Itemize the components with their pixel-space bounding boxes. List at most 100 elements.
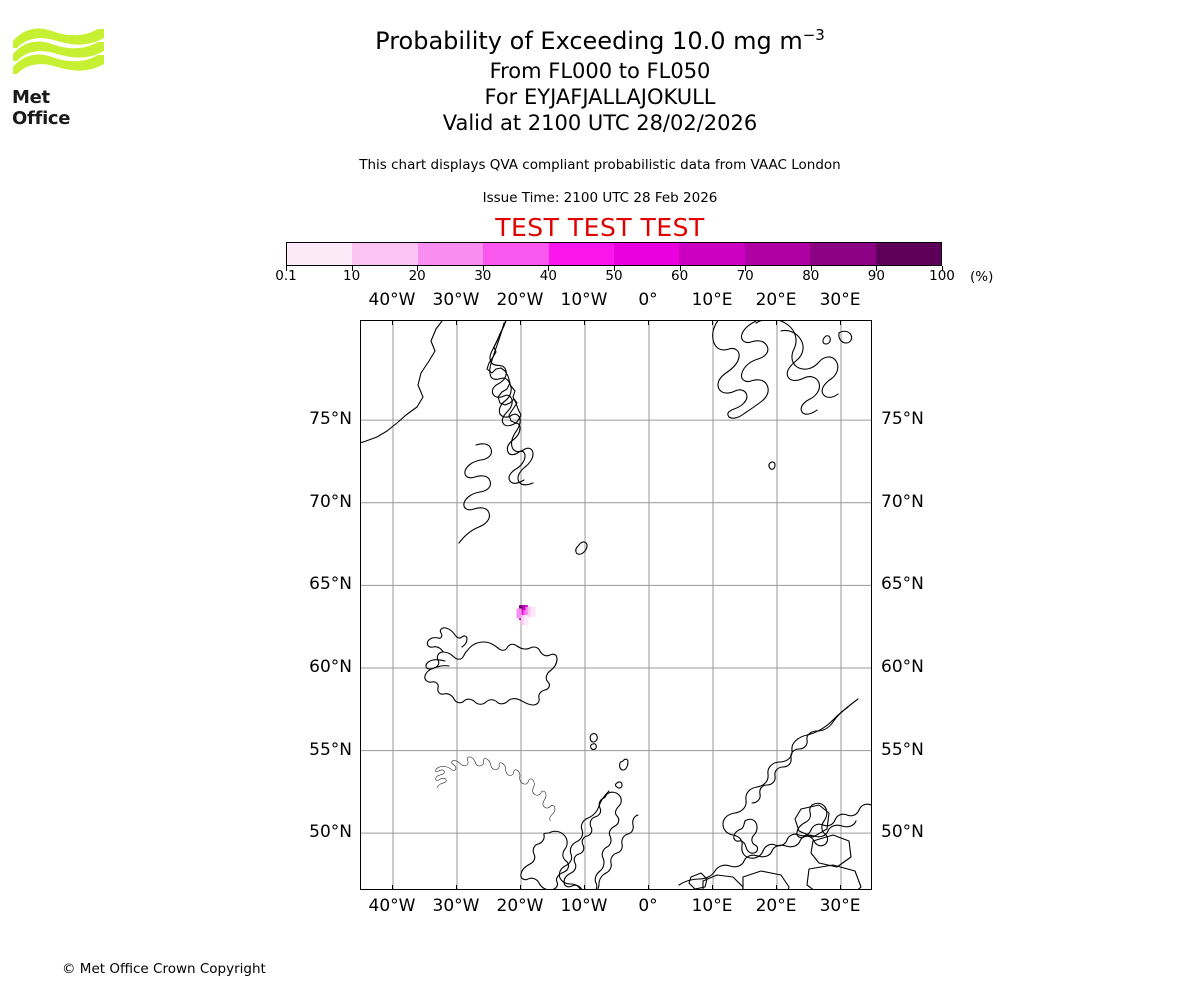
colorbar-tick-90 — [876, 266, 878, 271]
tick-lon--20-0 — [520, 320, 521, 325]
tick-lon--10-0 — [584, 320, 585, 325]
tick-lon-0-0 — [648, 320, 649, 325]
colorbar-segment-2 — [417, 243, 484, 265]
border-netherlands — [688, 872, 708, 889]
issue-time: Issue Time: 2100 UTC 28 Feb 2026 — [482, 190, 718, 206]
greenland-south — [458, 443, 492, 544]
ireland — [520, 830, 569, 889]
lon-label-top-40°W: 40°W — [368, 290, 416, 310]
lat-label-left-60°N: 60°N — [309, 656, 352, 677]
colorbar-label-100: 100 — [929, 268, 955, 284]
iceland-group — [424, 627, 558, 706]
lon-label-top-20°E: 20°E — [755, 290, 797, 310]
title-block: Probability of Exceeding 10.0 mg m−3 Fro… — [0, 25, 1200, 136]
colorbar-tick-60 — [679, 266, 681, 271]
met-office-logo-text: Met Office — [12, 87, 71, 129]
lon-label-top-10°E: 10°E — [691, 290, 733, 310]
main-title-superscript: −3 — [802, 26, 825, 44]
lon-label-bottom-30°W: 30°W — [432, 896, 480, 916]
lat-label-right-50°N: 50°N — [881, 822, 924, 843]
faroe-islands-2 — [590, 743, 597, 751]
tick-lon-20-0 — [776, 320, 777, 325]
lon-label-bottom-40°W: 40°W — [368, 896, 416, 916]
tick-lon--20-1 — [520, 885, 521, 890]
colorbar-gradient — [286, 242, 942, 266]
border-poland — [742, 870, 790, 889]
orkney-isles — [614, 781, 623, 789]
lon-label-top-20°W: 20°W — [496, 290, 544, 310]
faroe-islands — [589, 733, 598, 743]
colorbar-tick-40 — [548, 266, 550, 271]
colorbar-label-90: 90 — [867, 268, 885, 284]
colorbar-segment-3 — [483, 243, 549, 265]
lat-label-right-70°N: 70°N — [881, 491, 924, 512]
iceland-westfjords — [426, 627, 468, 653]
colorbar-tick-100 — [942, 266, 943, 271]
subtitle-valid-time: Valid at 2100 UTC 28/02/2026 — [442, 111, 758, 135]
colorbar-tick-30 — [482, 266, 484, 271]
tick-lon-30-1 — [840, 885, 841, 890]
greenland-main-outline — [489, 322, 534, 486]
colorbar-label-0.1: 0.1 — [275, 268, 297, 284]
shetland-isles — [619, 758, 629, 771]
tick-lon--30-1 — [456, 885, 457, 890]
svalbard-small-isles — [822, 335, 831, 345]
lat-label-left-70°N: 70°N — [309, 491, 352, 512]
border-baltics — [794, 804, 830, 838]
tick-lon-0-1 — [648, 885, 649, 890]
great-britain — [563, 791, 622, 889]
lat-label-left-75°N: 75°N — [309, 409, 352, 430]
colorbar-segment-9 — [875, 243, 942, 265]
colorbar-segment-4 — [548, 243, 615, 265]
iceland-coastline — [435, 756, 556, 822]
tick-lon--10-1 — [584, 885, 585, 890]
qva-note: This chart displays QVA compliant probab… — [359, 157, 841, 173]
colorbar-segment-6 — [679, 243, 745, 265]
tick-lon-10-1 — [712, 885, 713, 890]
europe-mainland — [678, 820, 857, 886]
lon-label-bottom-20°W: 20°W — [496, 896, 544, 916]
border-belgium — [692, 888, 696, 889]
colorbar-segment-5 — [614, 243, 680, 265]
plume-cell-9 — [516, 608, 522, 619]
tick-lon--40-1 — [392, 885, 393, 890]
plume-cell-8 — [530, 606, 536, 617]
colorbar-tick-50 — [614, 266, 615, 271]
lon-label-top-30°W: 30°W — [432, 290, 480, 310]
lon-label-top-30°E: 30°E — [819, 290, 861, 310]
tick-lon--40-0 — [392, 320, 393, 325]
colorbar-label-50: 50 — [605, 268, 623, 284]
lat-label-right-75°N: 75°N — [881, 409, 924, 430]
great-britain-outline — [558, 790, 639, 889]
tick-lon-20-1 — [776, 885, 777, 890]
met-office-logo: Met Office — [12, 24, 112, 129]
lat-label-right-60°N: 60°N — [881, 656, 924, 677]
lon-label-top-0°: 0° — [638, 290, 658, 310]
tick-lon-30-0 — [840, 320, 841, 325]
subtitle-flight-levels: From FL000 to FL050 — [489, 59, 711, 83]
lat-label-right-55°N: 55°N — [881, 739, 924, 760]
colorbar-tick-80 — [810, 266, 812, 271]
greenland-coast — [361, 321, 443, 444]
colorbar-unit-label: (%) — [970, 269, 994, 285]
lon-label-bottom-10°W: 10°W — [560, 896, 608, 916]
colorbar-tickmarks — [286, 266, 943, 284]
colorbar-tick-70 — [745, 266, 747, 271]
colorbar-label-10: 10 — [343, 268, 361, 284]
colorbar-tick-0.1 — [286, 266, 287, 271]
page-title: Probability of Exceeding 10.0 mg m−3 — [0, 25, 1200, 58]
test-banner: TEST TEST TEST — [495, 213, 705, 242]
lon-label-bottom-0°: 0° — [638, 896, 658, 916]
lon-label-bottom-30°E: 30°E — [819, 896, 861, 916]
colorbar-label-20: 20 — [408, 268, 426, 284]
border-germany — [702, 874, 744, 889]
colorbar-tick-labels: 0.1 10 20 30 40 50 60 70 80 90 100 — [0, 268, 1200, 288]
svalbard-spitsbergen — [712, 321, 769, 419]
met-office-wave-mark — [13, 28, 104, 74]
norway-coast — [751, 706, 849, 804]
plume-cell-5 — [522, 610, 529, 621]
greenland-east-coast — [486, 321, 522, 424]
map-frame[interactable] — [360, 320, 872, 890]
lat-label-left-55°N: 55°N — [309, 739, 352, 760]
colorbar-segment-7 — [744, 243, 811, 265]
